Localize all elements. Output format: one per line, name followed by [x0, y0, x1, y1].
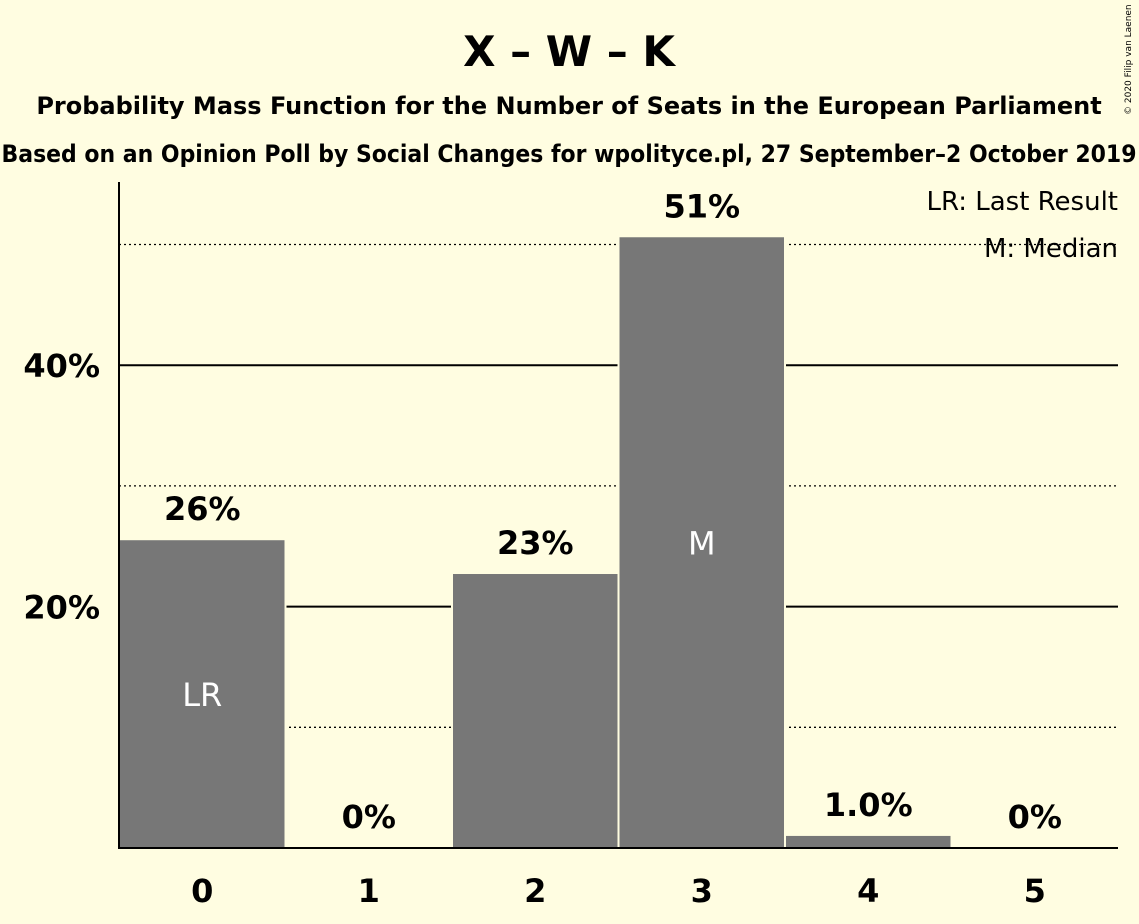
- x-tick-label: 5: [1024, 872, 1046, 910]
- bar: [786, 835, 951, 848]
- data-label: 51%: [663, 187, 740, 225]
- y-tick-label: 20%: [23, 589, 100, 627]
- x-tick-label: 4: [857, 872, 879, 910]
- legend-median: M: Median: [984, 234, 1118, 264]
- chart-subtitle: Probability Mass Function for the Number…: [36, 92, 1101, 120]
- x-tick-label: 1: [358, 872, 380, 910]
- bar: [619, 237, 784, 848]
- bar: [120, 540, 285, 848]
- bar: [453, 574, 618, 848]
- value-labels: 26% LR 0% 23% 51% M 1.0% 0%: [164, 187, 1062, 836]
- bar-marker-label: LR: [182, 676, 222, 714]
- data-label: 0%: [1008, 798, 1062, 836]
- y-tick-label: 40%: [23, 347, 100, 385]
- data-label: 0%: [342, 798, 396, 836]
- x-tick-label: 3: [691, 872, 713, 910]
- copyright-notice: © 2020 Filip van Laenen: [1124, 4, 1134, 115]
- x-tick-label: 0: [191, 872, 213, 910]
- data-label: 23%: [497, 524, 574, 562]
- bars: [118, 237, 953, 848]
- data-label: 1.0%: [824, 786, 913, 824]
- y-tick-labels: 20% 40%: [23, 347, 100, 626]
- legend-last-result: LR: Last Result: [926, 187, 1118, 217]
- chart-title: X – W – K: [463, 27, 676, 76]
- chart-source: Based on an Opinion Poll by Social Chang…: [2, 140, 1137, 168]
- x-tick-label: 2: [524, 872, 546, 910]
- x-tick-labels: 0 1 2 3 4 5: [191, 872, 1046, 910]
- bar-marker-label: M: [688, 525, 716, 563]
- data-label: 26%: [164, 490, 241, 528]
